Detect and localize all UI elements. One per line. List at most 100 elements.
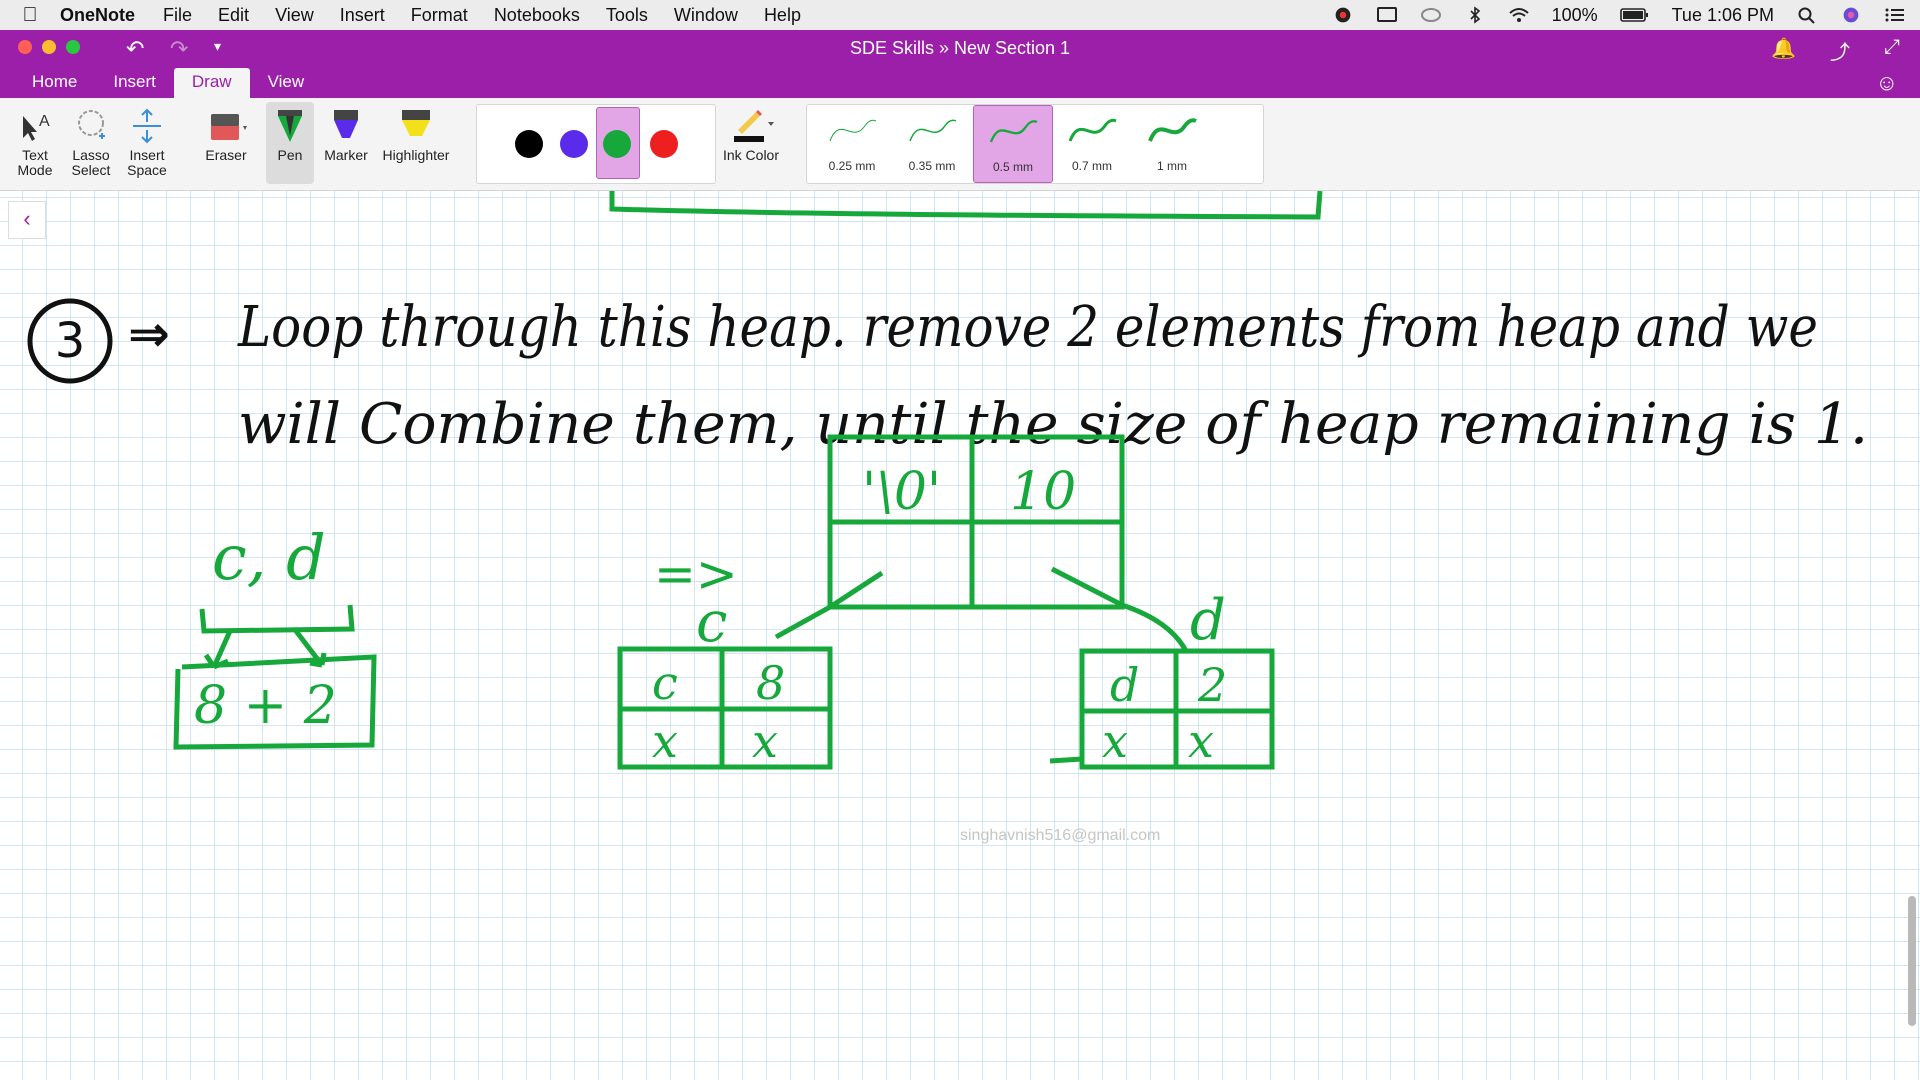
lasso-icon bbox=[78, 110, 105, 139]
text-mode-button[interactable]: A Text Mode bbox=[10, 104, 60, 178]
ink-color-button[interactable]: Ink Color bbox=[718, 104, 784, 163]
brace bbox=[199, 604, 355, 634]
color-green[interactable] bbox=[603, 130, 631, 158]
notification-center-icon[interactable] bbox=[1884, 6, 1906, 24]
redo-icon[interactable]: ↷ bbox=[170, 36, 189, 61]
lasso-select-label: Lasso Select bbox=[71, 147, 111, 178]
highlighter-button[interactable]: Highlighter bbox=[378, 104, 454, 163]
ink-box-top bbox=[609, 191, 1323, 220]
minimize-window-button[interactable] bbox=[42, 40, 56, 54]
transform-arrow: => bbox=[654, 545, 738, 603]
tab-view[interactable]: View bbox=[267, 72, 305, 91]
menu-notebooks[interactable]: Notebooks bbox=[493, 4, 580, 25]
right-node-right-null: x bbox=[1188, 714, 1214, 768]
eraser-icon bbox=[211, 114, 247, 140]
insert-space-icon bbox=[133, 108, 161, 144]
menu-edit[interactable]: Edit bbox=[218, 4, 250, 25]
thickness-label: 0.7 mm bbox=[1071, 159, 1112, 173]
insert-space-button[interactable]: Insert Space bbox=[122, 104, 172, 178]
app-menu[interactable]: OneNote bbox=[60, 4, 136, 25]
close-window-button[interactable] bbox=[18, 40, 32, 54]
thickness-0-5mm[interactable]: 0.5 mm bbox=[973, 105, 1053, 183]
window-titlebar: ↶ ↷ ▾ SDE Skills » New Section 1 🔔 ⤴ ⤢ H… bbox=[0, 30, 1920, 98]
menu-file[interactable]: File bbox=[163, 4, 193, 25]
clock[interactable]: Tue 1:06 PM bbox=[1671, 4, 1774, 25]
vertical-scrollbar[interactable] bbox=[1908, 896, 1916, 1026]
spotlight-search-icon[interactable] bbox=[1796, 6, 1818, 24]
thickness-1mm[interactable]: 1 mm bbox=[1133, 105, 1211, 181]
ink-color-label: Ink Color bbox=[722, 147, 780, 163]
undo-icon[interactable]: ↶ bbox=[126, 36, 145, 61]
menu-format[interactable]: Format bbox=[410, 4, 468, 25]
left-node-freq: 8 bbox=[756, 656, 785, 710]
share-icon[interactable]: ⤴ bbox=[1830, 42, 1850, 64]
menu-insert[interactable]: Insert bbox=[339, 4, 385, 25]
thickness-0-35mm[interactable]: 0.35 mm bbox=[893, 105, 971, 181]
window-controls bbox=[18, 40, 80, 54]
thickness-0-25mm[interactable]: 0.25 mm bbox=[813, 105, 891, 181]
window-title: SDE Skills » New Section 1 bbox=[849, 38, 1071, 58]
right-node-left-null: x bbox=[1102, 714, 1128, 768]
thickness-label: 0.25 mm bbox=[828, 159, 876, 173]
pair-label: c, d bbox=[212, 521, 326, 594]
bell-icon[interactable]: 🔔 bbox=[1771, 38, 1796, 60]
system-menubar:  OneNote File Edit View Insert Format N… bbox=[0, 0, 1920, 31]
sum-text: 8 + 2 bbox=[194, 676, 337, 736]
collapse-sidebar-button[interactable]: ‹ bbox=[8, 201, 46, 239]
fullscreen-icon[interactable]: ⤢ bbox=[1884, 36, 1900, 58]
siri-icon[interactable] bbox=[1840, 6, 1862, 24]
display-icon[interactable] bbox=[1376, 6, 1398, 24]
lasso-select-button[interactable]: Lasso Select bbox=[66, 104, 116, 178]
pen-label: Pen bbox=[277, 147, 303, 163]
thickness-label: 1 mm bbox=[1157, 159, 1187, 173]
pen-thickness-palette: 0.25 mm 0.35 mm 0.5 mm 0.7 mm 1 mm bbox=[806, 104, 1264, 184]
sync-icon[interactable] bbox=[1420, 6, 1442, 24]
thickness-label: 0.5 mm bbox=[992, 160, 1033, 174]
root-freq: 10 bbox=[1010, 462, 1076, 522]
bluetooth-icon[interactable] bbox=[1464, 6, 1486, 24]
menu-window[interactable]: Window bbox=[673, 4, 738, 25]
stroke-sample-icon bbox=[989, 120, 1038, 143]
creative-cloud-icon[interactable] bbox=[1332, 6, 1354, 24]
feedback-smiley-icon[interactable]: ☺ bbox=[1875, 70, 1898, 95]
menu-view[interactable]: View bbox=[275, 4, 314, 25]
marker-icon bbox=[334, 110, 358, 138]
menu-help[interactable]: Help bbox=[763, 4, 801, 25]
marker-label: Marker bbox=[324, 147, 368, 163]
note-canvas[interactable]: ‹ 3 ⇒ Loop through this heap. remove 2 e… bbox=[0, 191, 1920, 1080]
note-line-1: Loop through this heap. remove 2 element… bbox=[237, 295, 1818, 360]
pen-button[interactable]: Pen bbox=[266, 102, 314, 184]
zoom-window-button[interactable] bbox=[66, 40, 80, 54]
apple-menu-icon[interactable]:  bbox=[0, 4, 60, 27]
color-purple[interactable] bbox=[560, 130, 588, 158]
marker-button[interactable]: Marker bbox=[320, 104, 372, 163]
stroke-sample-icon bbox=[829, 119, 877, 142]
eraser-label: Eraser bbox=[205, 147, 247, 163]
sum-box bbox=[173, 654, 377, 750]
text-cursor-icon: A bbox=[23, 113, 50, 141]
pen-icon bbox=[278, 110, 302, 142]
color-red[interactable] bbox=[650, 130, 678, 158]
tab-insert[interactable]: Insert bbox=[113, 72, 156, 91]
tab-home[interactable]: Home bbox=[32, 72, 78, 91]
right-child-label: d bbox=[1190, 588, 1226, 653]
thickness-label: 0.35 mm bbox=[908, 159, 956, 173]
left-node-right-null: x bbox=[752, 714, 778, 768]
insert-space-label: Insert Space bbox=[127, 147, 167, 178]
eraser-button[interactable]: Eraser bbox=[196, 104, 256, 163]
root-char: '\0' bbox=[862, 462, 941, 522]
tab-draw[interactable]: Draw bbox=[173, 68, 250, 98]
color-black[interactable] bbox=[515, 130, 543, 158]
text-mode-label: Text Mode bbox=[17, 147, 53, 178]
right-node-freq: 2 bbox=[1197, 658, 1227, 712]
battery-icon[interactable] bbox=[1619, 6, 1650, 24]
quick-access-dropdown-icon[interactable]: ▾ bbox=[214, 38, 222, 54]
left-child-label: c bbox=[696, 590, 727, 655]
menu-tools[interactable]: Tools bbox=[605, 4, 648, 25]
stroke-sample-icon bbox=[1148, 118, 1197, 142]
thickness-0-7mm[interactable]: 0.7 mm bbox=[1053, 105, 1131, 181]
wifi-icon[interactable] bbox=[1508, 6, 1530, 24]
draw-ribbon: A Text Mode Lasso Select Insert Space Er… bbox=[0, 98, 1920, 191]
left-node-left-null: x bbox=[652, 714, 678, 768]
highlighter-label: Highlighter bbox=[382, 147, 450, 163]
